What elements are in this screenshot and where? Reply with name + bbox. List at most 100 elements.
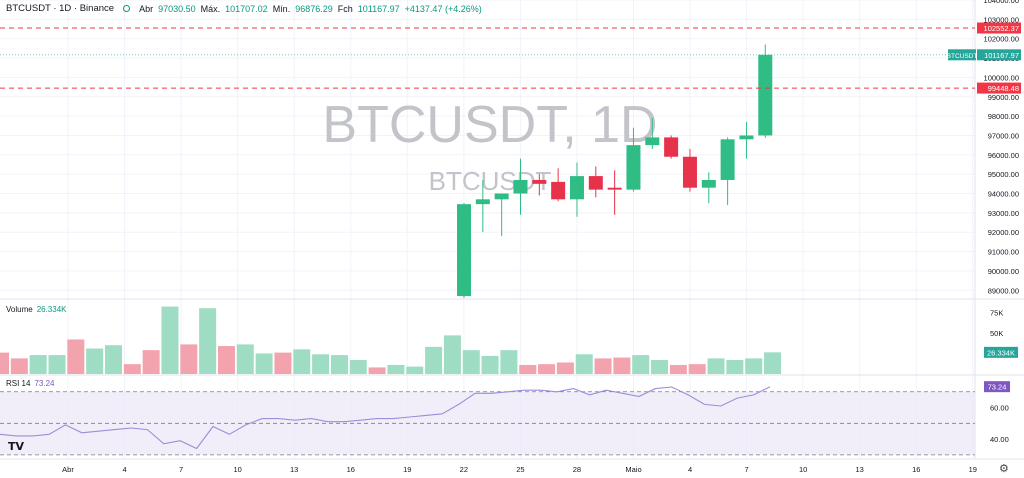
volume-bar: [651, 360, 669, 374]
rsi-tick-label: 40.00: [990, 435, 1009, 444]
volume-last-tag: [984, 346, 1018, 358]
price-tick-label: 98000.00: [988, 112, 1019, 121]
volume-bar: [104, 345, 122, 374]
candle-body: [664, 137, 679, 157]
candle-body: [626, 145, 641, 190]
rsi-label[interactable]: RSI 14: [6, 379, 31, 388]
volume-bar: [726, 360, 744, 374]
volume-value: 26.334K: [36, 305, 67, 314]
price-tick-label: 96000.00: [988, 151, 1019, 160]
chart-legend: BTCUSDT · 1D · Binance Abr 97030.50 Máx. 1…: [6, 3, 482, 14]
tradingview-logo-icon[interactable]: TV: [8, 440, 25, 453]
volume-bar: [764, 352, 782, 374]
time-tick-label: 10: [799, 465, 807, 474]
last-price-value: 101167.97: [984, 51, 1019, 60]
candle-body: [475, 199, 490, 205]
price-tick-label: 104000.00: [984, 0, 1019, 5]
price-tick-label: 93000.00: [988, 209, 1019, 218]
volume-bar: [500, 350, 518, 374]
rsi-line: [0, 386, 771, 450]
candle-body: [513, 179, 528, 194]
volume-bar: [48, 355, 66, 374]
volume-bar: [123, 364, 141, 374]
gear-icon[interactable]: ⚙: [999, 463, 1009, 475]
high-label: Máx.: [200, 3, 221, 14]
price-tick-label: 90000.00: [988, 267, 1019, 276]
volume-bar: [481, 355, 499, 374]
volume-bar: [274, 352, 292, 374]
last-price-tag: [977, 49, 1021, 61]
time-tick-label: 7: [179, 465, 183, 474]
price-alert-tag: [977, 82, 1021, 94]
price-tick-label: 102000.00: [984, 35, 1019, 44]
time-tick-label: 4: [688, 465, 692, 474]
volume-bar: [330, 355, 348, 374]
symbol-tag-label: BTCUSDT: [947, 53, 978, 60]
volume-label[interactable]: Volume: [6, 305, 33, 314]
volume-bar: [199, 308, 217, 374]
volume-bar: [707, 358, 725, 374]
rsi-last-value: 73.24: [988, 383, 1007, 392]
volume-bar: [86, 348, 104, 374]
candle-body: [569, 176, 584, 200]
volume-bar: [745, 358, 763, 374]
candle-body: [457, 204, 471, 297]
candle-body: [701, 179, 716, 188]
candle-body: [720, 139, 735, 180]
candle-body: [551, 181, 566, 200]
volume-bar: [406, 366, 424, 374]
candle-body: [607, 187, 622, 190]
volume-bar: [236, 344, 254, 374]
time-tick-label: 19: [969, 465, 977, 474]
volume-bar: [669, 364, 687, 374]
price-alert-tag: [977, 22, 1021, 34]
time-tick-label: 7: [745, 465, 749, 474]
symbol-label[interactable]: BTCUSDT · 1D · Binance: [6, 3, 115, 14]
time-tick-label: 13: [856, 465, 864, 474]
watermark-subtitle: BTCUSDT: [429, 166, 552, 196]
volume-bar: [255, 353, 273, 374]
volume-bar: [29, 355, 47, 374]
price-tick-label: 103000.00: [984, 15, 1019, 24]
volume-bar: [575, 354, 593, 374]
rsi-value: 73.24: [34, 379, 55, 388]
time-tick-label: 19: [403, 465, 411, 474]
candle-body: [739, 135, 754, 140]
volume-bar: [387, 364, 405, 374]
high-value: 101707.02: [225, 3, 268, 14]
volume-bar: [443, 335, 461, 374]
volume-bar: [10, 358, 28, 374]
volume-bar: [161, 306, 179, 374]
price-tick-label: 94000.00: [988, 190, 1019, 199]
candle-body: [758, 54, 773, 136]
candle-body: [588, 176, 603, 190]
price-tick-label: 95000.00: [988, 170, 1019, 179]
volume-bar: [613, 357, 631, 374]
time-tick-label: 16: [347, 465, 355, 474]
rsi-legend: RSI 14 73.24: [6, 379, 55, 388]
volume-bar: [293, 349, 311, 374]
time-tick-label: 4: [122, 465, 126, 474]
low-label: Mín.: [272, 3, 291, 14]
rsi-tick-label: 60.00: [990, 404, 1009, 413]
time-tick-label: 28: [573, 465, 581, 474]
volume-legend: Volume 26.334K: [6, 305, 67, 314]
price-alert-value: 99448.48: [988, 84, 1019, 93]
volume-bar: [556, 362, 574, 374]
volume-bar: [632, 355, 650, 374]
volume-bar: [538, 364, 556, 374]
volume-tick-label: 50K: [990, 329, 1003, 338]
price-tick-label: 100000.00: [984, 73, 1019, 82]
volume-bar: [425, 346, 443, 374]
volume-bar: [67, 339, 85, 374]
time-tick-label: 10: [233, 465, 241, 474]
volume-bar: [180, 344, 198, 374]
volume-last-value: 26.334K: [987, 348, 1015, 357]
candle-body: [682, 156, 697, 188]
price-tick-label: 89000.00: [988, 286, 1019, 295]
symbol-tag: [948, 49, 976, 61]
watermark-title: BTCUSDT, 1D: [322, 96, 657, 154]
volume-bar: [217, 346, 235, 374]
candle-body: [494, 193, 509, 200]
